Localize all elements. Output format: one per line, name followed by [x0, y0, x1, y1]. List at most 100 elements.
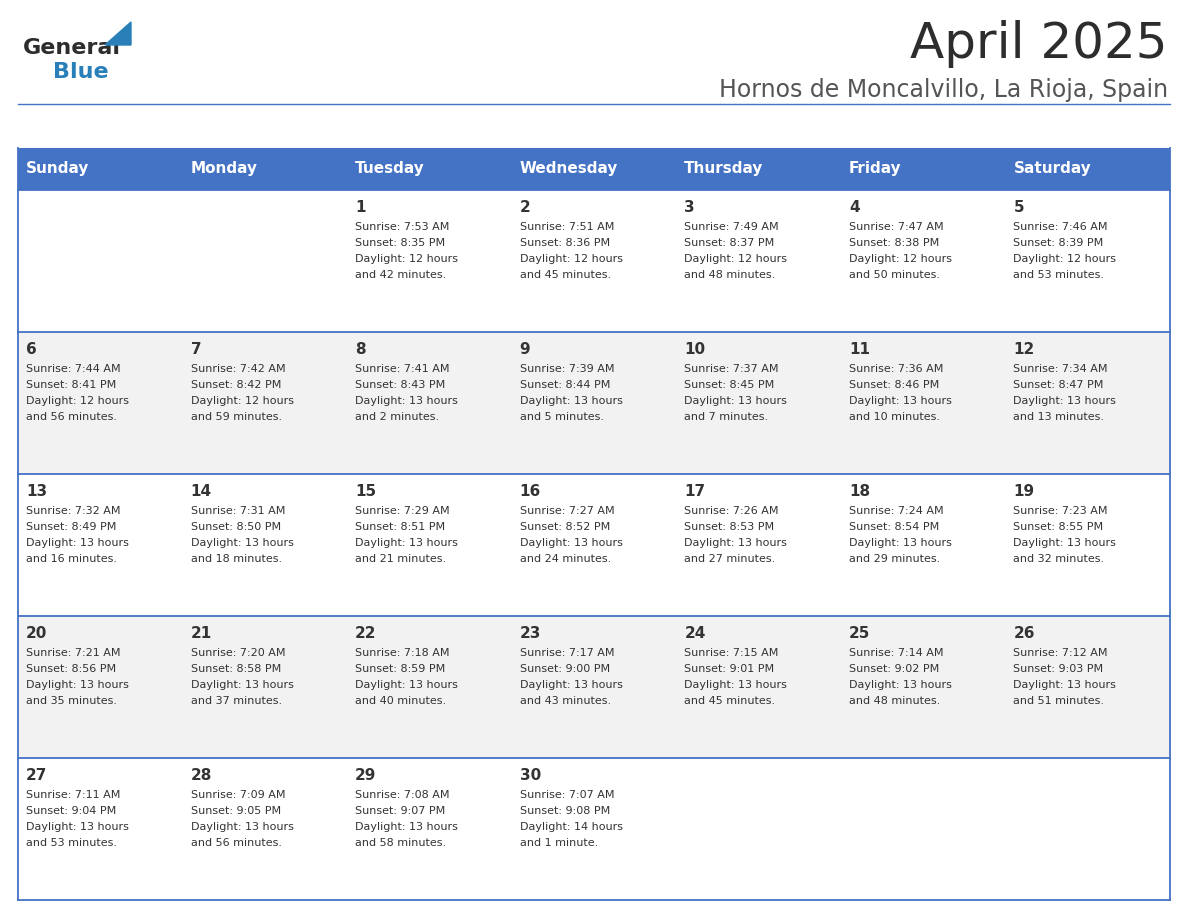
Text: Sunset: 8:59 PM: Sunset: 8:59 PM	[355, 664, 446, 674]
Text: 18: 18	[849, 484, 870, 499]
Text: Sunset: 8:44 PM: Sunset: 8:44 PM	[519, 380, 611, 390]
Text: and 42 minutes.: and 42 minutes.	[355, 270, 447, 280]
Text: Sunset: 9:05 PM: Sunset: 9:05 PM	[190, 806, 280, 816]
Text: 23: 23	[519, 626, 541, 641]
Text: Sunset: 8:45 PM: Sunset: 8:45 PM	[684, 380, 775, 390]
Text: Sunrise: 7:53 AM: Sunrise: 7:53 AM	[355, 222, 449, 232]
Text: 4: 4	[849, 200, 859, 215]
Text: 17: 17	[684, 484, 706, 499]
Text: Daylight: 13 hours: Daylight: 13 hours	[355, 538, 459, 548]
Text: and 24 minutes.: and 24 minutes.	[519, 554, 611, 564]
Text: Daylight: 13 hours: Daylight: 13 hours	[1013, 538, 1117, 548]
Text: Sunset: 8:39 PM: Sunset: 8:39 PM	[1013, 238, 1104, 248]
Text: Sunset: 8:47 PM: Sunset: 8:47 PM	[1013, 380, 1104, 390]
Text: and 56 minutes.: and 56 minutes.	[26, 412, 116, 422]
Text: Sunrise: 7:27 AM: Sunrise: 7:27 AM	[519, 506, 614, 516]
Text: 20: 20	[26, 626, 48, 641]
Text: and 1 minute.: and 1 minute.	[519, 838, 598, 848]
Bar	[18, 148, 183, 190]
Bar	[18, 616, 1170, 758]
Text: Sunrise: 7:49 AM: Sunrise: 7:49 AM	[684, 222, 779, 232]
Text: and 21 minutes.: and 21 minutes.	[355, 554, 447, 564]
Text: and 56 minutes.: and 56 minutes.	[190, 838, 282, 848]
Text: 1: 1	[355, 200, 366, 215]
Text: Sunset: 8:56 PM: Sunset: 8:56 PM	[26, 664, 116, 674]
Text: Daylight: 13 hours: Daylight: 13 hours	[26, 822, 128, 832]
Bar	[512, 148, 676, 190]
Text: Sunrise: 7:39 AM: Sunrise: 7:39 AM	[519, 364, 614, 374]
Text: 2: 2	[519, 200, 531, 215]
Text: Sunset: 8:51 PM: Sunset: 8:51 PM	[355, 522, 446, 532]
Text: Sunset: 8:37 PM: Sunset: 8:37 PM	[684, 238, 775, 248]
Text: Sunset: 9:03 PM: Sunset: 9:03 PM	[1013, 664, 1104, 674]
Text: General: General	[23, 38, 121, 58]
Text: 10: 10	[684, 342, 706, 357]
Text: 25: 25	[849, 626, 871, 641]
Text: Sunset: 9:08 PM: Sunset: 9:08 PM	[519, 806, 609, 816]
Text: and 7 minutes.: and 7 minutes.	[684, 412, 769, 422]
Bar	[18, 758, 1170, 900]
Text: Wednesday: Wednesday	[519, 162, 618, 176]
Text: and 43 minutes.: and 43 minutes.	[519, 696, 611, 706]
Text: Sunset: 9:02 PM: Sunset: 9:02 PM	[849, 664, 939, 674]
Text: and 13 minutes.: and 13 minutes.	[1013, 412, 1105, 422]
Text: and 32 minutes.: and 32 minutes.	[1013, 554, 1105, 564]
Text: Sunset: 8:38 PM: Sunset: 8:38 PM	[849, 238, 939, 248]
Text: Daylight: 13 hours: Daylight: 13 hours	[26, 680, 128, 690]
Text: 28: 28	[190, 768, 211, 783]
Text: Sunrise: 7:11 AM: Sunrise: 7:11 AM	[26, 790, 120, 800]
Text: and 40 minutes.: and 40 minutes.	[355, 696, 447, 706]
Text: Daylight: 13 hours: Daylight: 13 hours	[355, 822, 459, 832]
Text: Sunrise: 7:20 AM: Sunrise: 7:20 AM	[190, 648, 285, 658]
Text: and 45 minutes.: and 45 minutes.	[684, 696, 776, 706]
Text: Sunrise: 7:26 AM: Sunrise: 7:26 AM	[684, 506, 779, 516]
Text: Daylight: 12 hours: Daylight: 12 hours	[849, 254, 952, 264]
Text: Sunrise: 7:17 AM: Sunrise: 7:17 AM	[519, 648, 614, 658]
Text: 30: 30	[519, 768, 541, 783]
Bar	[18, 332, 1170, 474]
Text: Sunday: Sunday	[26, 162, 89, 176]
Text: and 53 minutes.: and 53 minutes.	[26, 838, 116, 848]
Text: Thursday: Thursday	[684, 162, 764, 176]
Text: Daylight: 13 hours: Daylight: 13 hours	[849, 680, 952, 690]
Text: Sunrise: 7:29 AM: Sunrise: 7:29 AM	[355, 506, 450, 516]
Text: Monday: Monday	[190, 162, 258, 176]
Bar	[183, 148, 347, 190]
Text: and 53 minutes.: and 53 minutes.	[1013, 270, 1105, 280]
Text: Sunset: 8:43 PM: Sunset: 8:43 PM	[355, 380, 446, 390]
Text: and 18 minutes.: and 18 minutes.	[190, 554, 282, 564]
Text: Daylight: 13 hours: Daylight: 13 hours	[190, 680, 293, 690]
Text: Friday: Friday	[849, 162, 902, 176]
Text: Sunset: 8:53 PM: Sunset: 8:53 PM	[684, 522, 775, 532]
Text: Daylight: 13 hours: Daylight: 13 hours	[1013, 396, 1117, 406]
Text: Saturday: Saturday	[1013, 162, 1092, 176]
Text: and 5 minutes.: and 5 minutes.	[519, 412, 604, 422]
Text: Sunrise: 7:07 AM: Sunrise: 7:07 AM	[519, 790, 614, 800]
Text: Daylight: 12 hours: Daylight: 12 hours	[190, 396, 293, 406]
Text: Sunrise: 7:42 AM: Sunrise: 7:42 AM	[190, 364, 285, 374]
Text: Sunset: 9:01 PM: Sunset: 9:01 PM	[684, 664, 775, 674]
Text: Tuesday: Tuesday	[355, 162, 425, 176]
Text: 14: 14	[190, 484, 211, 499]
Text: Sunset: 8:50 PM: Sunset: 8:50 PM	[190, 522, 280, 532]
Text: Daylight: 13 hours: Daylight: 13 hours	[1013, 680, 1117, 690]
Text: 15: 15	[355, 484, 377, 499]
Text: Daylight: 13 hours: Daylight: 13 hours	[849, 396, 952, 406]
Text: Sunrise: 7:21 AM: Sunrise: 7:21 AM	[26, 648, 120, 658]
Text: 5: 5	[1013, 200, 1024, 215]
Text: April 2025: April 2025	[910, 20, 1168, 68]
Text: 13: 13	[26, 484, 48, 499]
Text: Sunset: 9:07 PM: Sunset: 9:07 PM	[355, 806, 446, 816]
Text: Daylight: 12 hours: Daylight: 12 hours	[26, 396, 129, 406]
Bar	[1005, 148, 1170, 190]
Text: Sunrise: 7:46 AM: Sunrise: 7:46 AM	[1013, 222, 1108, 232]
Text: 24: 24	[684, 626, 706, 641]
Text: 29: 29	[355, 768, 377, 783]
Text: Sunrise: 7:23 AM: Sunrise: 7:23 AM	[1013, 506, 1108, 516]
Text: and 35 minutes.: and 35 minutes.	[26, 696, 116, 706]
Text: 3: 3	[684, 200, 695, 215]
Text: Sunrise: 7:18 AM: Sunrise: 7:18 AM	[355, 648, 449, 658]
Text: Sunrise: 7:41 AM: Sunrise: 7:41 AM	[355, 364, 449, 374]
Text: Hornos de Moncalvillo, La Rioja, Spain: Hornos de Moncalvillo, La Rioja, Spain	[719, 78, 1168, 102]
Text: and 50 minutes.: and 50 minutes.	[849, 270, 940, 280]
